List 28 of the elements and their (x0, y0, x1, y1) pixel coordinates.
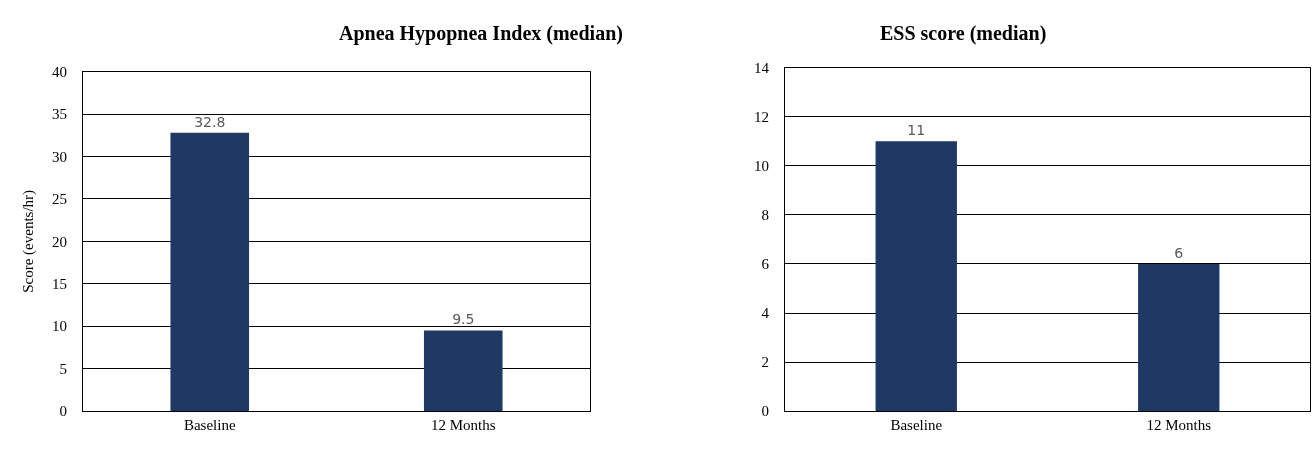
y-axis-title: Score (events/hr) (20, 189, 38, 293)
y-tick-label: 8 (761, 207, 769, 224)
y-tick-label: 10 (754, 158, 769, 175)
data-label: 11 (907, 122, 926, 139)
y-tick-label: 20 (52, 233, 67, 250)
y-tick-label: 10 (52, 318, 67, 335)
y-tick-label: 4 (761, 305, 770, 322)
y-tick-label: 35 (52, 106, 67, 123)
y-tick-label: 0 (761, 403, 769, 420)
y-tick-label: 14 (754, 60, 770, 77)
y-tick-label: 0 (59, 403, 67, 420)
data-label: 6 (1174, 244, 1184, 261)
y-tick-label: 2 (761, 354, 769, 371)
x-tick-label: Baseline (890, 417, 943, 434)
y-tick-label: 6 (761, 256, 770, 273)
data-label: 9.5 (452, 311, 475, 328)
chart-title: Apnea Hypopnea Index (median) (339, 22, 623, 45)
x-tick-label: 12 Months (430, 417, 496, 434)
y-tick-label: 25 (52, 191, 67, 208)
y-tick-label: 30 (52, 148, 67, 165)
y-tick-label: 15 (52, 276, 67, 293)
x-tick-label: Baseline (183, 417, 236, 434)
chart-title: ESS score (median) (880, 22, 1047, 45)
data-label: 32.8 (194, 113, 226, 130)
x-tick-label: 12 Months (1146, 417, 1212, 434)
y-tick-label: 40 (52, 63, 67, 80)
y-tick-label: 12 (754, 109, 769, 126)
y-tick-label: 5 (59, 360, 67, 377)
